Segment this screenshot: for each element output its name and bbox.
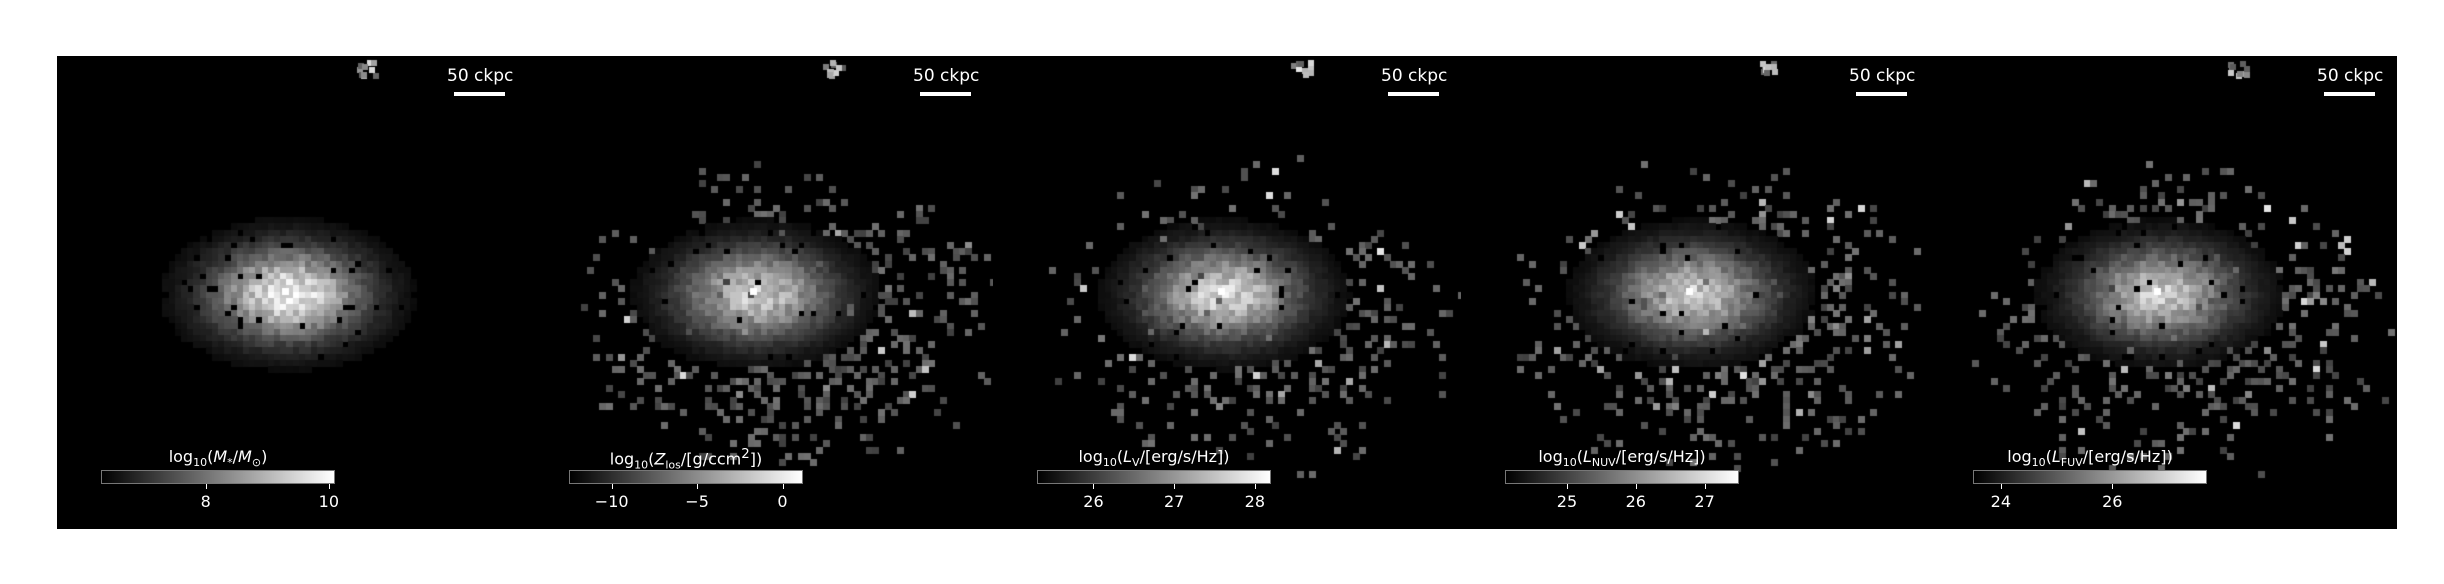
scale-bar: [2324, 92, 2375, 96]
colorbar-tick-label: 26: [2102, 492, 2123, 511]
scale-bar: [1856, 92, 1907, 96]
colorbar-tick-label: 28: [1244, 492, 1266, 511]
map-panel-fuv: 50 ckpc log10(LFUV/[erg/s/Hz]) 24 26: [1929, 56, 2397, 529]
colorbar-tick: [1704, 484, 1706, 489]
colorbar: [1037, 470, 1271, 484]
colorbar-tick: [782, 484, 784, 489]
colorbar-tick-label: 10: [318, 492, 340, 511]
colorbar-tick: [2112, 484, 2114, 489]
colorbar-tick: [611, 484, 613, 489]
colorbar-tick-label: 27: [1163, 492, 1185, 511]
scale-bar: [920, 92, 971, 96]
scale-bar: [1388, 92, 1439, 96]
figure-strip: 50 ckpc log10(M*/M⊙) 8 10 50 ckpc log10(Zlos/…: [57, 56, 2397, 529]
colorbar-title: log10(LNUV/[erg/s/Hz]): [1538, 447, 1706, 470]
colorbar-title: log10(LFUV/[erg/s/Hz]): [2007, 447, 2173, 470]
colorbar: [101, 470, 335, 484]
map-image-stellar-mass: [57, 56, 525, 529]
map-panel-v-band: 50 ckpc log10(LV/[erg/s/Hz]) 26 27 28: [993, 56, 1461, 529]
map-panel-nuv: 50 ckpc log10(LNUV/[erg/s/Hz]) 25 26 27: [1461, 56, 1929, 529]
colorbar-tick-label: −5: [685, 492, 709, 511]
colorbar-tick: [205, 484, 207, 489]
colorbar-tick-label: 24: [1990, 492, 2012, 511]
colorbar-tick: [1635, 484, 1637, 489]
colorbar-tick: [328, 484, 330, 489]
colorbar-tick-label: −10: [594, 492, 629, 511]
scale-bar-label: 50 ckpc: [2317, 66, 2384, 86]
colorbar-tick: [2000, 484, 2002, 489]
colorbar-tick: [1174, 484, 1176, 489]
scale-bar-label: 50 ckpc: [1849, 66, 1916, 86]
colorbar-tick-label: 25: [1556, 492, 1578, 511]
colorbar: [1505, 470, 1739, 484]
colorbar-title: log10(Zlos/[g/ccm2]): [609, 447, 763, 472]
scale-bar-label: 50 ckpc: [447, 66, 514, 86]
map-image-metallicity: [525, 56, 993, 529]
colorbar-tick-label: 0: [777, 492, 788, 511]
colorbar-tick: [1093, 484, 1095, 489]
colorbar-tick-label: 26: [1625, 492, 1646, 511]
colorbar-tick-label: 27: [1694, 492, 1715, 511]
colorbar-title: log10(LV/[erg/s/Hz]): [1078, 447, 1230, 470]
colorbar-tick: [697, 484, 699, 489]
scale-bar-label: 50 ckpc: [913, 66, 980, 86]
scale-bar-label: 50 ckpc: [1381, 66, 1448, 86]
colorbar: [1973, 470, 2207, 484]
colorbar-tick-label: 26: [1083, 492, 1104, 511]
map-image-v-band: [993, 56, 1461, 529]
colorbar-tick: [1566, 484, 1568, 489]
map-panel-metallicity: 50 ckpc log10(Zlos/[g/ccm2]) −10 −5 0: [525, 56, 993, 529]
colorbar-tick: [1254, 484, 1256, 489]
map-panel-stellar-mass: 50 ckpc log10(M*/M⊙) 8 10: [57, 56, 525, 529]
scale-bar: [454, 92, 505, 96]
colorbar-title: log10(M*/M⊙): [168, 447, 268, 470]
colorbar-tick-label: 8: [200, 492, 211, 511]
colorbar: [569, 470, 803, 484]
map-image-nuv: [1461, 56, 1929, 529]
map-image-fuv: [1929, 56, 2397, 529]
